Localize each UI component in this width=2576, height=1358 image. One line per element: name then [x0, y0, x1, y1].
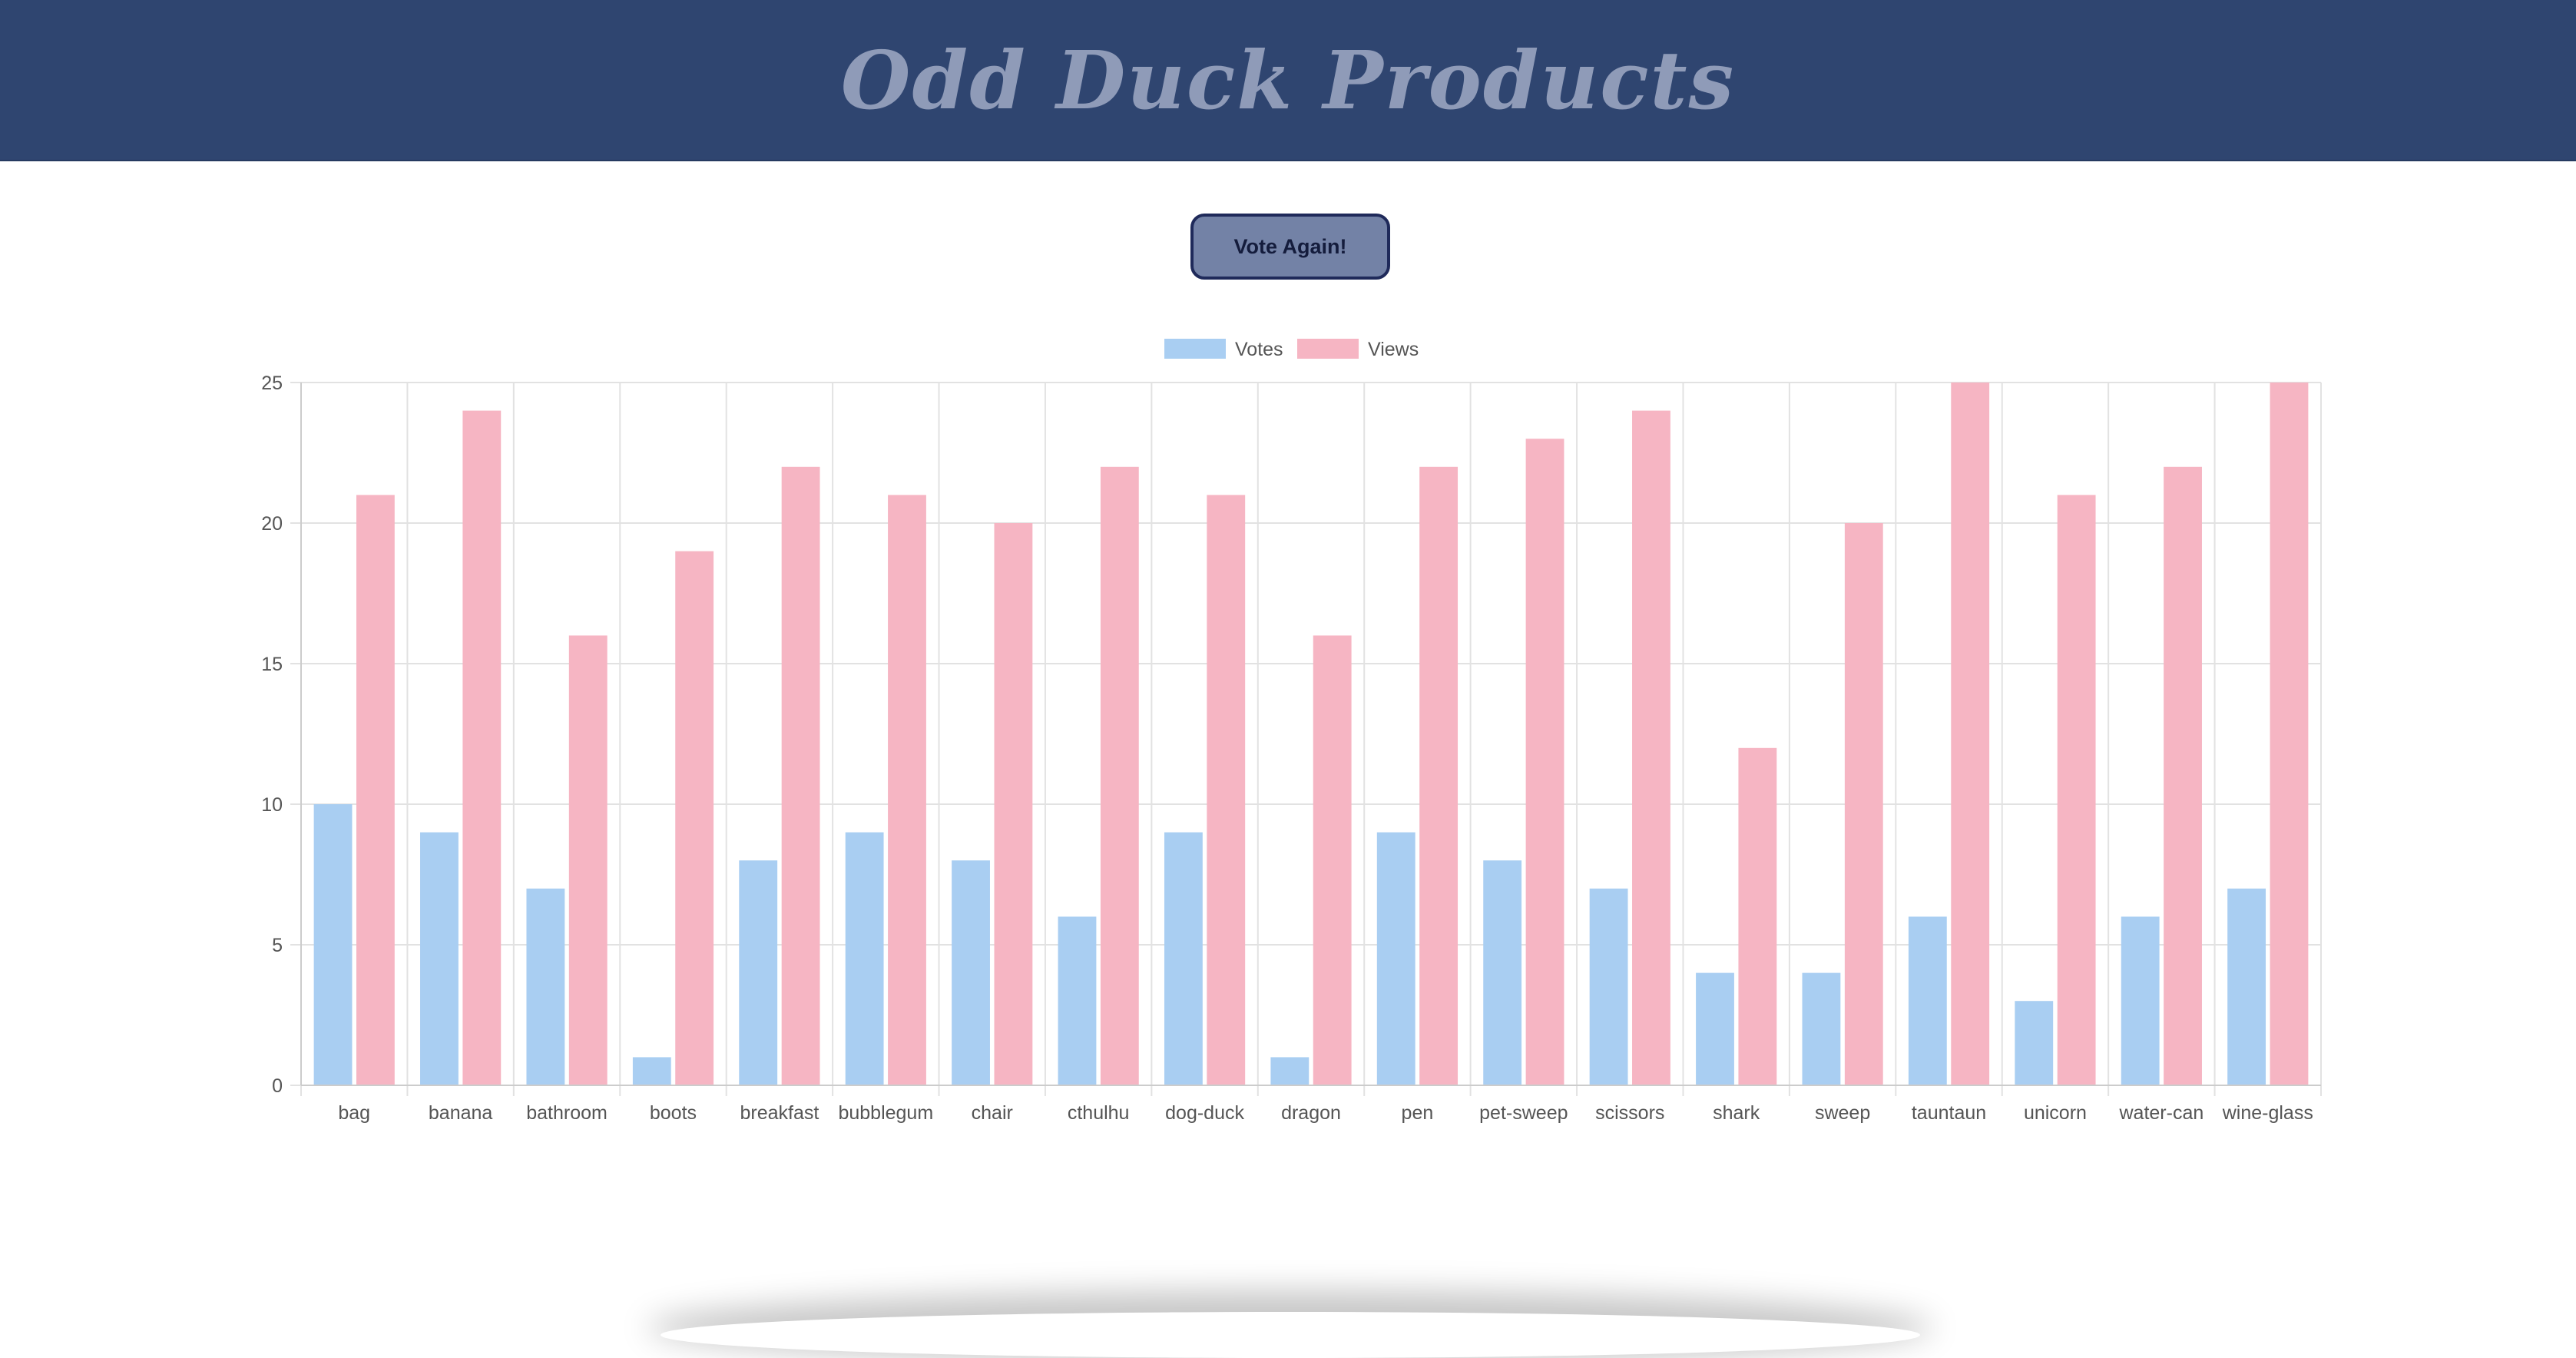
votes-bar-unicorn [2015, 1001, 2053, 1085]
y-tick-label: 0 [272, 1075, 283, 1097]
views-bar-scissors [1632, 411, 1670, 1085]
views-bar-bubblegum [888, 495, 926, 1085]
votes-bar-bubblegum [846, 833, 884, 1085]
views-bar-dog-duck [1207, 495, 1245, 1085]
legend-swatch-views [1297, 339, 1359, 359]
x-tick-label: bag [338, 1102, 370, 1124]
votes-bar-pet-sweep [1483, 860, 1521, 1085]
site-header: Odd Duck Products [0, 0, 2576, 161]
votes-bar-sweep [1803, 973, 1841, 1085]
votes-bar-pen [1377, 833, 1415, 1085]
views-bar-sweep [1845, 523, 1883, 1085]
x-tick-label: dog-duck [1165, 1102, 1244, 1124]
y-tick-label: 20 [261, 513, 283, 535]
views-bar-wine-glass [2270, 383, 2309, 1085]
views-bar-boots [675, 551, 714, 1085]
votes-bar-breakfast [739, 860, 777, 1085]
views-bar-pet-sweep [1526, 439, 1564, 1085]
views-bar-banana [462, 411, 501, 1085]
x-tick-label: boots [650, 1102, 697, 1124]
x-tick-label: tauntaun [1912, 1102, 1986, 1124]
x-tick-label: scissors [1595, 1102, 1664, 1124]
y-tick-label: 5 [272, 935, 283, 956]
votes-bar-tauntaun [1909, 916, 1947, 1085]
votes-bar-dog-duck [1164, 833, 1203, 1085]
views-bar-breakfast [782, 467, 820, 1085]
votes-bar-chair [952, 860, 990, 1085]
results-chart: 0 5 10 15 20 25 bag banana bathroom boots breakfas… [0, 323, 2576, 1183]
votes-bar-bag [314, 804, 353, 1085]
x-tick-label: breakfast [740, 1102, 819, 1124]
y-tick-label: 25 [261, 373, 283, 394]
x-tick-label: chair [972, 1102, 1013, 1124]
x-tick-label: water-can [2118, 1102, 2204, 1124]
x-tick-label: wine-glass [2222, 1102, 2313, 1124]
site-title: Odd Duck Products [841, 33, 1735, 128]
x-tick-label: pet-sweep [1479, 1102, 1568, 1124]
y-tick-label: 10 [261, 794, 283, 816]
bottom-shadow [661, 1312, 1920, 1358]
x-tick-label: sweep [1815, 1102, 1870, 1124]
views-bar-chair [995, 523, 1033, 1085]
votes-bar-dragon [1270, 1057, 1309, 1085]
votes-bar-bathroom [526, 889, 565, 1085]
bar-chart-svg: 0 5 10 15 20 25 bag banana bathroom boots breakfas… [0, 323, 2576, 1183]
views-bar-cthulhu [1101, 467, 1139, 1085]
views-bar-bag [356, 495, 395, 1085]
views-bar-water-can [2164, 467, 2202, 1085]
votes-bar-wine-glass [2227, 889, 2266, 1085]
views-bar-unicorn [2058, 495, 2096, 1085]
views-bar-tauntaun [1951, 383, 1989, 1085]
x-tick-label: banana [429, 1102, 493, 1124]
x-tick-label: unicorn [2024, 1102, 2087, 1124]
views-bar-dragon [1313, 635, 1352, 1085]
x-tick-label: shark [1713, 1102, 1760, 1124]
views-bar-pen [1419, 467, 1458, 1085]
x-tick-label: bathroom [526, 1102, 608, 1124]
legend-label-views: Views [1368, 339, 1419, 360]
chart-legend: Votes Views [1164, 339, 1419, 360]
votes-bar-cthulhu [1058, 916, 1097, 1085]
y-tick-label: 15 [261, 654, 283, 675]
votes-bar-water-can [2121, 916, 2160, 1085]
x-tick-label: dragon [1281, 1102, 1341, 1124]
votes-bar-boots [633, 1057, 671, 1085]
views-bar-shark [1738, 748, 1776, 1085]
votes-bar-scissors [1590, 889, 1628, 1085]
bar-layer [314, 383, 2309, 1085]
x-tick-label: bubblegum [838, 1102, 933, 1124]
votes-bar-shark [1696, 973, 1734, 1085]
views-bar-bathroom [569, 635, 608, 1085]
legend-swatch-votes [1164, 339, 1226, 359]
votes-bar-banana [420, 833, 459, 1085]
legend-label-votes: Votes [1235, 339, 1283, 360]
vote-again-button[interactable]: Vote Again! [1190, 214, 1390, 280]
x-tick-label: cthulhu [1068, 1102, 1130, 1124]
x-tick-label: pen [1402, 1102, 1434, 1124]
